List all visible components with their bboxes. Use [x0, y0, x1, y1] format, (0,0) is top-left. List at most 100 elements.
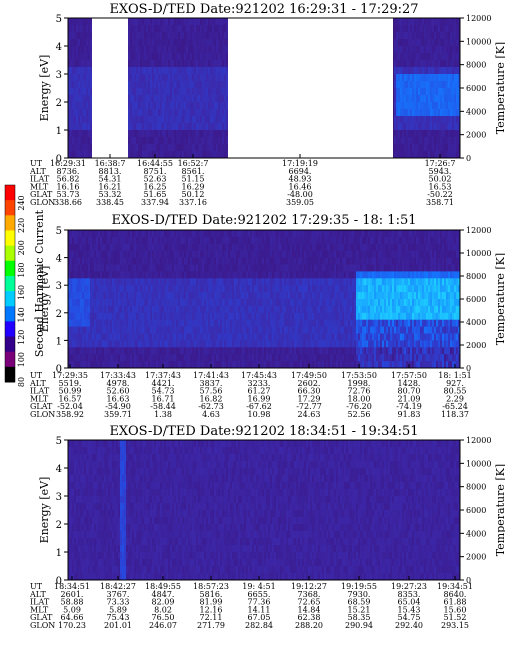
heatmap-cell [274, 347, 276, 355]
heatmap-cell [78, 361, 80, 369]
heatmap-cell [210, 67, 212, 75]
heatmap-cell [196, 264, 198, 272]
heatmap-cell [118, 285, 120, 293]
heatmap-cell [440, 95, 442, 103]
heatmap-cell [70, 137, 72, 145]
heatmap-cell [208, 32, 210, 40]
heatmap-cell [72, 257, 74, 265]
heatmap-cell [222, 151, 224, 159]
heatmap-cell [88, 326, 90, 334]
heatmap-cell [108, 264, 110, 272]
heatmap-cell [160, 144, 162, 152]
heatmap-cell [394, 144, 396, 152]
heatmap-cell [328, 354, 330, 362]
heatmap-cell [134, 354, 136, 362]
heatmap-cell [230, 354, 232, 362]
heatmap-cell [112, 361, 114, 369]
heatmap-cell [418, 137, 420, 145]
heatmap-cell [244, 278, 246, 286]
heatmap-cell [146, 25, 148, 33]
heatmap-cell [342, 230, 344, 238]
heatmap-cell [424, 123, 426, 131]
heatmap-cell [324, 354, 326, 362]
heatmap-cell [424, 25, 426, 33]
heatmap-cell [128, 243, 130, 252]
heatmap-cell [210, 257, 212, 265]
heatmap-cell [406, 109, 408, 117]
heatmap-cell [148, 292, 150, 300]
heatmap-cell [316, 230, 318, 238]
heatmap-cell [144, 250, 146, 259]
heatmap-cell [222, 271, 224, 279]
heatmap-cell [256, 354, 258, 362]
heatmap-cell [68, 81, 70, 89]
heatmap-cell [184, 53, 186, 61]
heatmap-cell [162, 25, 164, 33]
heatmap-cell [192, 102, 194, 110]
heatmap-cell [170, 271, 172, 279]
heatmap-cell [316, 326, 318, 334]
heatmap-cell [204, 60, 206, 68]
heatmap-cell [150, 123, 152, 131]
heatmap-cell [128, 250, 130, 259]
heatmap-cell [190, 326, 192, 334]
heatmap-cell [208, 137, 210, 145]
heatmap-cell [110, 230, 112, 238]
heatmap-cell [324, 278, 326, 286]
heatmap-cell [420, 46, 422, 54]
heatmap-cell [186, 102, 188, 110]
heatmap-cell [280, 230, 282, 238]
heatmap-cell [160, 102, 162, 110]
heatmap-cell [278, 312, 280, 321]
heatmap-cell [356, 312, 358, 321]
heatmap-cell [192, 257, 194, 265]
heatmap-cell [398, 39, 400, 47]
heatmap-cell [296, 354, 298, 362]
heatmap-cell [72, 333, 74, 341]
heatmap-cell [296, 319, 298, 328]
heatmap-cell [448, 130, 450, 138]
heatmap-cell [228, 243, 230, 252]
heatmap-cell [68, 46, 70, 54]
heatmap-cell [84, 151, 86, 159]
heatmap-cell [130, 236, 132, 245]
heatmap-cell [80, 271, 82, 279]
heatmap-cell [408, 130, 410, 138]
heatmap-cell [146, 299, 148, 307]
heatmap-cell [448, 109, 450, 117]
heatmap-cell [92, 312, 94, 321]
heatmap-cell [130, 243, 132, 252]
heatmap-cell [126, 305, 128, 314]
heatmap-cell [188, 257, 190, 265]
heatmap-cell [304, 250, 306, 259]
heatmap-cell [72, 102, 74, 110]
heatmap-cell [208, 354, 210, 362]
heatmap-cell [338, 326, 340, 334]
heatmap-cell [178, 60, 180, 68]
heatmap-cell [418, 151, 420, 159]
heatmap-cell [80, 32, 82, 40]
heatmap-cell [410, 39, 412, 47]
heatmap-cell [138, 137, 140, 145]
heatmap-cell [82, 292, 84, 300]
heatmap-cell [164, 326, 166, 334]
heatmap-cell [248, 285, 250, 293]
heatmap-cell [130, 285, 132, 293]
heatmap-cell [300, 340, 302, 348]
heatmap-cell [266, 347, 268, 355]
heatmap-cell [130, 130, 132, 138]
heatmap-cell [266, 278, 268, 286]
heatmap-cell [96, 264, 98, 272]
heatmap-cell [266, 292, 268, 300]
heatmap-cell [404, 25, 406, 33]
heatmap-cell [222, 32, 224, 40]
heatmap-cell [416, 32, 418, 40]
heatmap-cell [268, 243, 270, 252]
heatmap-cell [98, 347, 100, 355]
heatmap-cell [398, 67, 400, 75]
heatmap-cell [180, 74, 182, 82]
heatmap-cell [178, 130, 180, 138]
heatmap-cell [214, 130, 216, 138]
heatmap-cell [316, 319, 318, 328]
heatmap-cell [228, 271, 230, 279]
